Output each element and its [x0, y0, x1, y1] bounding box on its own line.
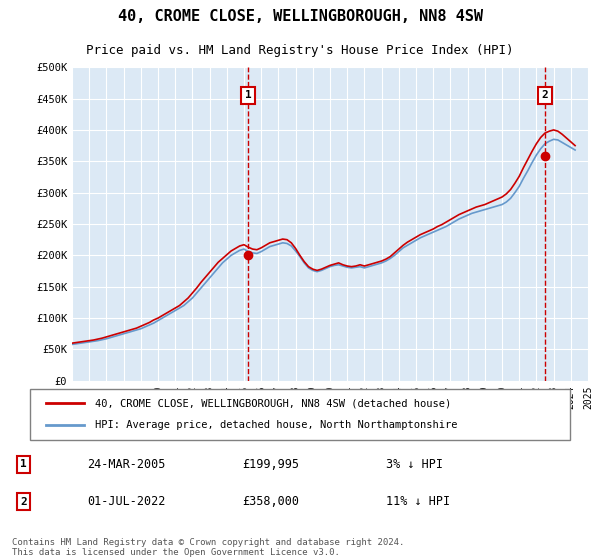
Text: 01-JUL-2022: 01-JUL-2022: [87, 495, 165, 508]
Text: Contains HM Land Registry data © Crown copyright and database right 2024.
This d: Contains HM Land Registry data © Crown c…: [12, 538, 404, 557]
Text: 2: 2: [20, 497, 27, 507]
Text: 1: 1: [245, 90, 251, 100]
Text: £358,000: £358,000: [242, 495, 299, 508]
Text: Price paid vs. HM Land Registry's House Price Index (HPI): Price paid vs. HM Land Registry's House …: [86, 44, 514, 57]
Text: 24-MAR-2005: 24-MAR-2005: [87, 458, 165, 471]
Text: £199,995: £199,995: [242, 458, 299, 471]
Text: 40, CROME CLOSE, WELLINGBOROUGH, NN8 4SW: 40, CROME CLOSE, WELLINGBOROUGH, NN8 4SW: [118, 10, 482, 24]
Text: 1: 1: [20, 459, 27, 469]
Text: 3% ↓ HPI: 3% ↓ HPI: [386, 458, 443, 471]
Text: 11% ↓ HPI: 11% ↓ HPI: [386, 495, 451, 508]
Text: HPI: Average price, detached house, North Northamptonshire: HPI: Average price, detached house, Nort…: [95, 421, 457, 431]
Text: 40, CROME CLOSE, WELLINGBOROUGH, NN8 4SW (detached house): 40, CROME CLOSE, WELLINGBOROUGH, NN8 4SW…: [95, 398, 451, 408]
FancyBboxPatch shape: [30, 389, 570, 440]
Text: 2: 2: [542, 90, 548, 100]
